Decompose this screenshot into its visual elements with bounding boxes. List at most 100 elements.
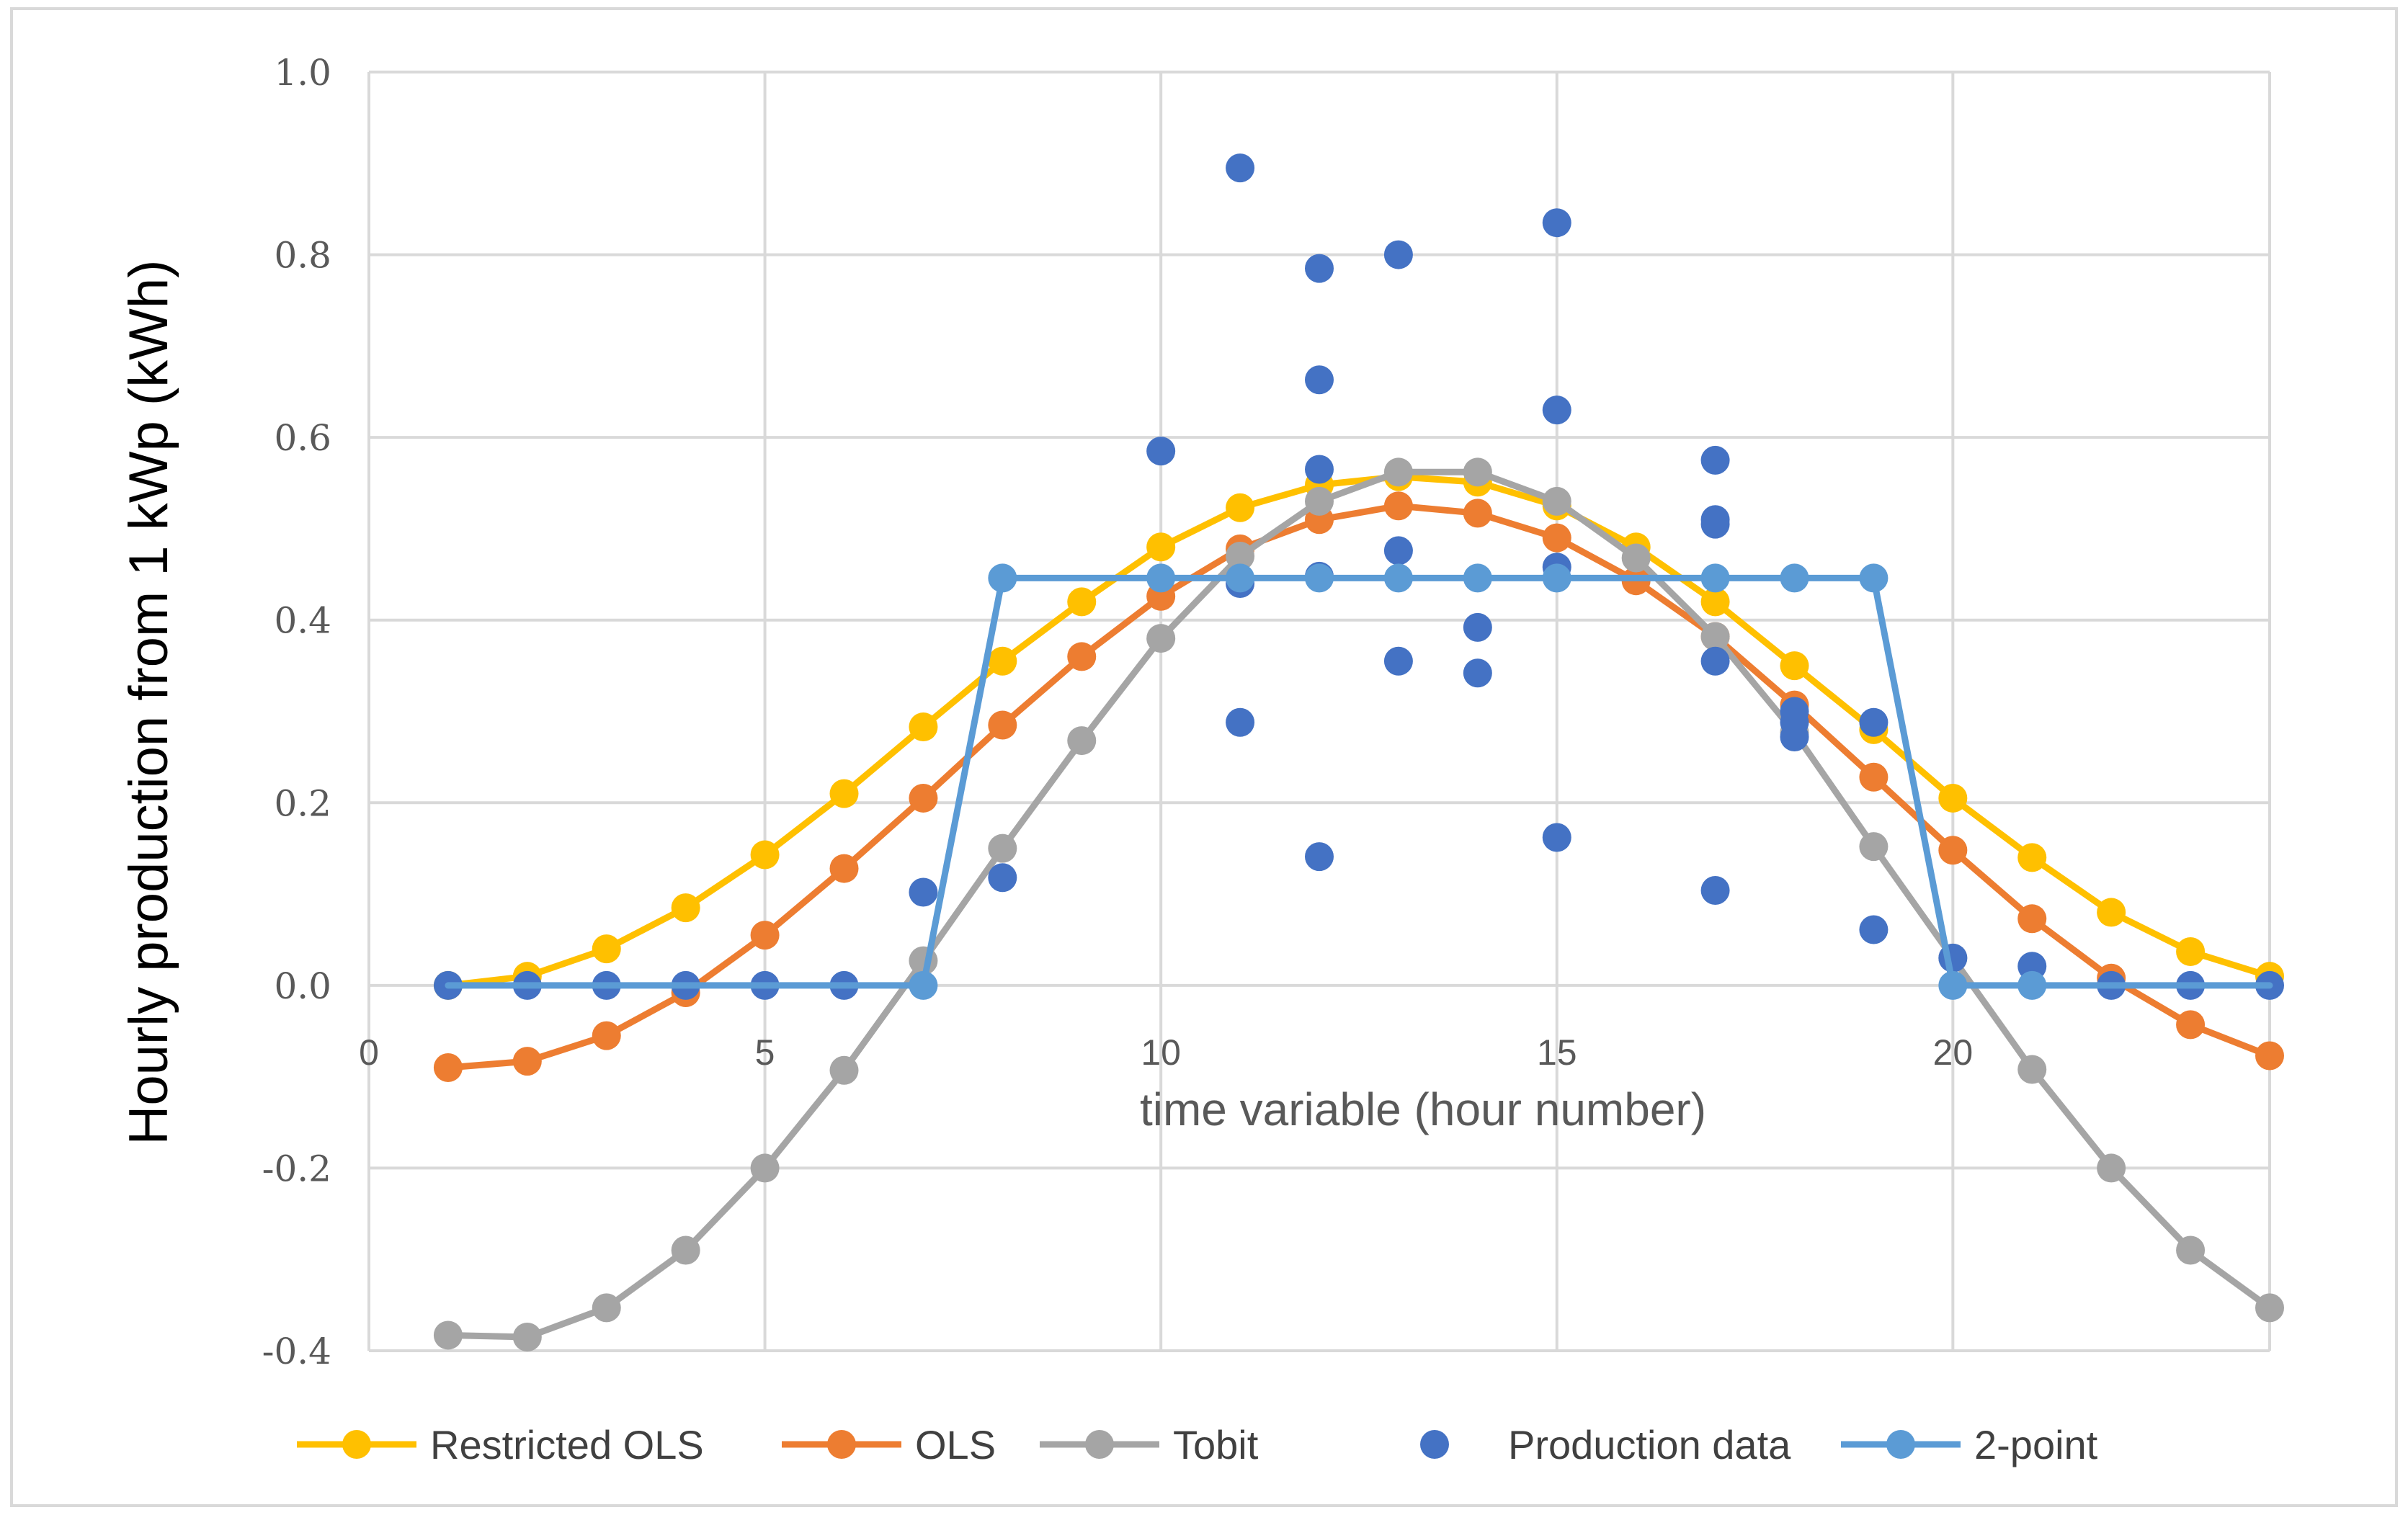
ols-point [829,854,859,883]
tobit-point [1146,624,1176,653]
2-point-point [909,970,938,1000]
2-point-point [1859,563,1889,593]
ols-point [2255,1041,2284,1071]
tobit-point [2255,1293,2284,1323]
ols-point [988,710,1017,740]
production-data-point [1700,445,1730,475]
restricted-ols-point [1780,651,1809,681]
restricted-ols-point [1067,587,1097,617]
tobit-point [1463,457,1492,487]
restricted-ols-point [1938,783,1968,813]
tobit-point [1226,541,1255,571]
ols-point [592,1021,621,1050]
restricted-ols-point [1146,532,1176,562]
restricted-ols-line [445,473,2273,989]
2-point-point [1780,563,1809,593]
production-data-point [1542,208,1571,238]
ols-point [1859,762,1889,792]
production-data-point [1146,437,1176,466]
ols-point [750,921,780,950]
tobit-point [829,1055,859,1085]
production-data-point [1542,823,1571,852]
ols-point [1463,499,1492,528]
y-axis-title: Hourly production from 1 kWp (kWh) [118,260,179,1145]
y-tick-label: 0.0 [274,965,331,1007]
legend-production-data-marker [1420,1430,1449,1459]
production-data-point [1700,509,1730,539]
legend-production-data-label: Production data [1508,1422,1791,1467]
x-tick-label: 0 [359,1032,379,1073]
2-point-point [1700,563,1730,593]
legend-2-point-marker [1886,1430,1915,1459]
tobit-point [1383,457,1413,487]
y-tick-label: 0.4 [274,600,331,642]
production-data-point [1700,646,1730,676]
restricted-ols-point [909,712,938,742]
restricted-ols-point [2176,937,2206,966]
legend-ols-marker [827,1430,856,1459]
restricted-ols-point [1226,493,1255,522]
2-point-point [1226,563,1255,593]
production-data-point [1463,612,1492,642]
ols-point [1542,523,1571,553]
tobit-line [445,468,2273,1341]
legend-tobit-label: Tobit [1173,1422,1259,1467]
2-point-point [2017,970,2047,1000]
production-data-point [1542,395,1571,425]
2-point-point [1305,563,1334,593]
restricted-ols-point [988,646,1017,676]
x-tick-label: 5 [755,1032,775,1073]
2-point-point [1463,563,1492,593]
y-tick-label: -0.4 [262,1331,331,1372]
restricted-ols-point [671,893,700,923]
legend-restricted-ols-label: Restricted OLS [430,1422,704,1467]
2-point-line [445,574,2273,989]
legend-tobit-marker [1085,1430,1114,1459]
legend: Restricted OLS OLS Tobit Production data 2-p… [297,1422,2098,1467]
tobit-point [1621,543,1651,573]
2-point-point [1146,563,1176,593]
y-tick-label: -0.2 [262,1148,331,1189]
production-data-point [1305,254,1334,283]
restricted-ols-point [750,840,780,870]
production-data-point [1226,153,1255,183]
tobit-point [1067,726,1097,756]
x-axis-title: time variable (hour number) [1140,1083,1706,1135]
tobit-point [1542,486,1571,516]
2-point-point [1938,970,1968,1000]
grid [367,71,2271,1352]
ols-point [1067,642,1097,671]
chart-frame [10,7,2398,1507]
production-data-point [988,863,1017,893]
production-data-point [1383,536,1413,566]
x-tick-label: 15 [1537,1032,1577,1073]
tobit-point [671,1235,700,1265]
ols-point [512,1047,542,1076]
2-point-point [1383,563,1413,593]
production-data-point [1859,915,1889,944]
restricted-ols-point [2017,843,2047,872]
legend-restricted-ols-marker [342,1430,371,1459]
tobit-point [988,834,1017,863]
2-point-point [1542,563,1571,593]
x-tick-label: 10 [1141,1032,1181,1073]
production-data-point [1305,455,1334,484]
tobit-point [1859,832,1889,862]
ols-point [1938,836,1968,865]
production-data-point [909,877,938,907]
production-data-point [1780,707,1809,737]
production-data-point [1226,707,1255,737]
tobit-point [1700,622,1730,651]
tobit-point [592,1293,621,1323]
production-data-point [1383,240,1413,269]
legend-2-point-label: 2-point [1974,1422,2098,1467]
tobit-point [2017,1055,2047,1084]
ols-point [433,1053,463,1082]
tobit-point [2097,1153,2126,1183]
series [433,153,2284,1351]
y-tick-label: 0.8 [274,235,331,277]
ols-line [445,502,2273,1071]
tobit-point [512,1322,542,1351]
y-tick-label: 1.0 [274,52,331,94]
